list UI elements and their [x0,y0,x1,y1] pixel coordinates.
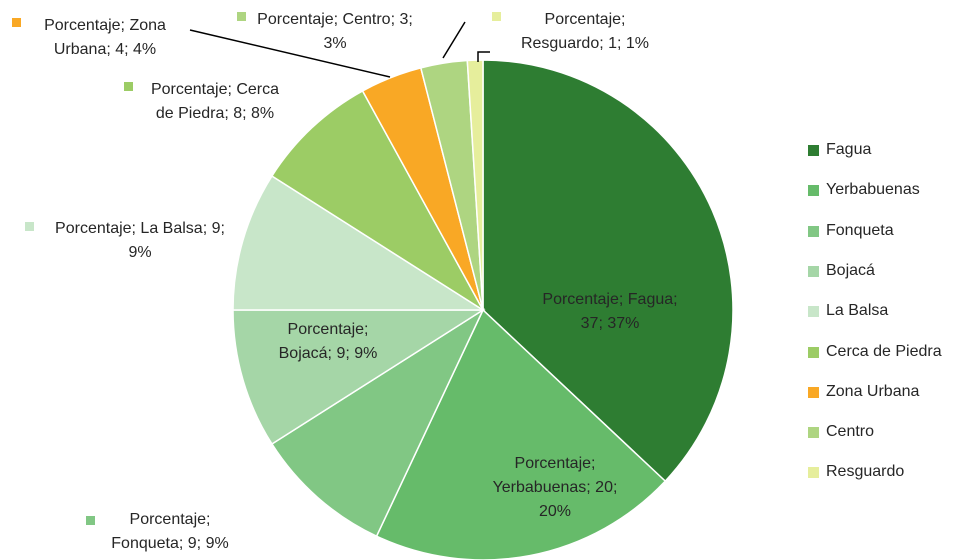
label-marker [25,222,34,231]
data-label: Porcentaje; La Balsa; 9; 9% [55,220,225,261]
leader-line [477,51,490,62]
leader-line [189,29,391,78]
legend-marker [808,185,819,197]
legend-marker [808,427,819,439]
legend-marker [808,145,819,156]
legend-marker [808,225,819,237]
pie-slice [270,307,485,538]
leader-line [442,21,466,59]
pie-slice [270,89,484,311]
data-label: Porcentaje; Zona Urbana; 4; 4% [44,17,166,58]
data-label: Porcentaje; Cerca de Piedra; 8; 8% [150,81,280,122]
legend-label: Fagua [826,141,872,158]
data-label: Porcentaje; Yerbabuenas; 20; 20% [492,455,618,520]
data-label: Porcentaje; Resguardo; 1; 1% [520,11,650,52]
label-marker [492,12,501,21]
pie-slice [375,308,667,560]
legend-label: Resguardo [826,463,905,481]
legend-label: La Balsa [826,302,889,320]
pie-slice [232,309,486,445]
legend-marker [808,467,819,479]
label-marker [86,516,95,525]
pie-slice [482,59,734,483]
pie-slice [232,175,486,311]
legend-marker [808,346,819,358]
data-label: Porcentaje; Fonqueta; 9; 9% [111,511,229,552]
legend-label: Yerbabuenas [826,181,920,199]
legend-label: Fonqueta [826,221,894,239]
legend-label: Bojacá [826,261,875,279]
data-label: Porcentaje; Bojacá; 9; 9% [278,321,378,362]
legend-label: Cerca de Piedra [826,342,942,360]
data-label: Porcentaje; Fagua; 37; 37% [542,291,678,332]
pie-slice [466,59,484,311]
label-marker [237,12,246,21]
label-marker [124,82,133,91]
legend-label: Zona Urbana [826,382,920,400]
legend-marker [808,306,819,318]
data-label: Porcentaje; Centro; 3; 3% [257,11,413,52]
label-marker [12,18,21,27]
legend-label: Centro [826,423,875,441]
legend-marker [808,265,819,277]
legend-marker [808,386,819,398]
